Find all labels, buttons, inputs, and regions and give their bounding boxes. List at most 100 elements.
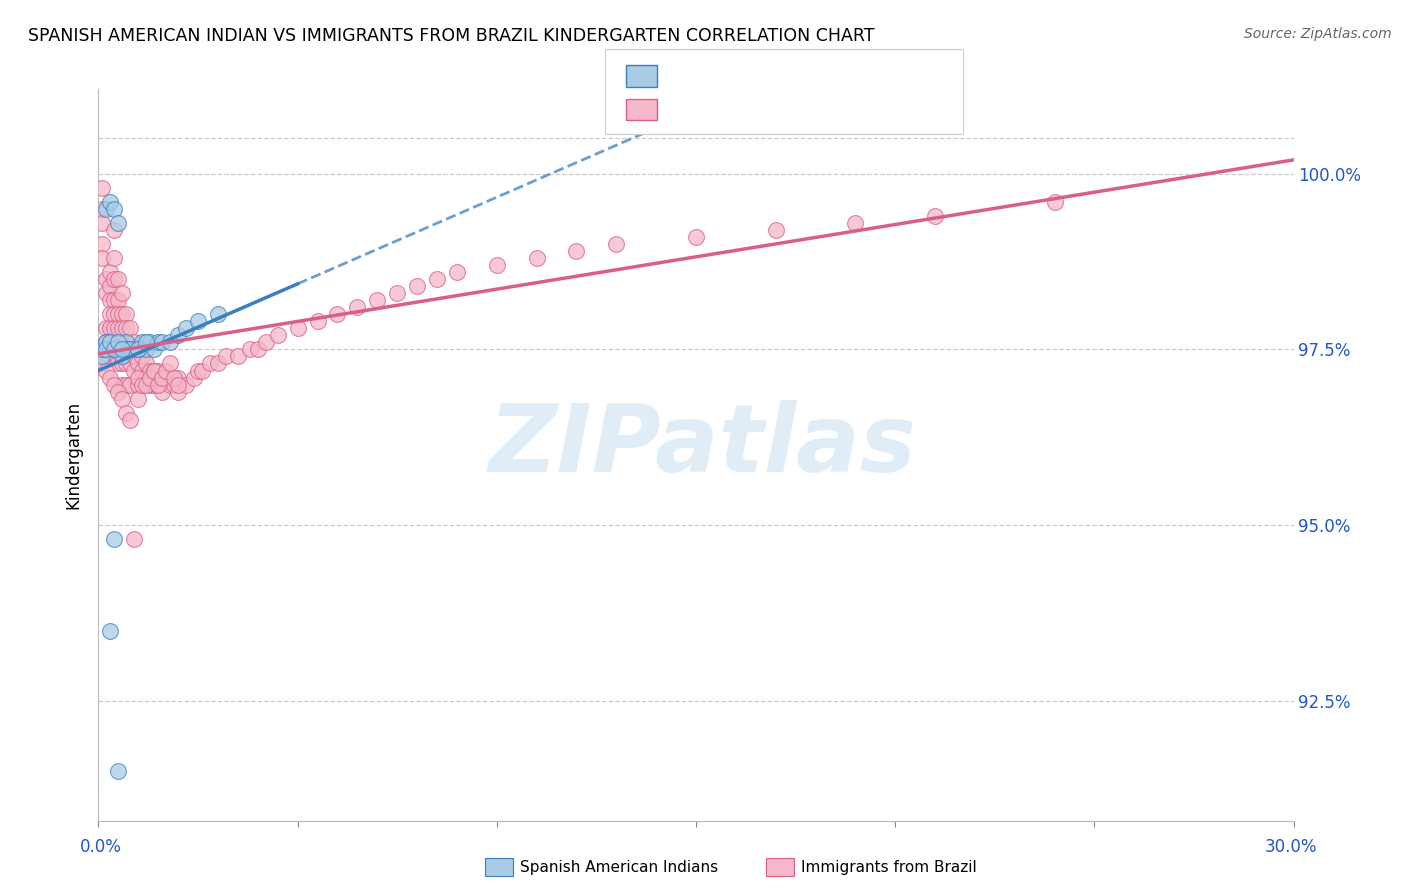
Point	[100, 307, 122, 321]
Point	[287, 321, 309, 335]
Point	[115, 343, 138, 357]
Point	[107, 335, 129, 350]
Point	[131, 350, 153, 364]
Point	[406, 279, 429, 293]
Point	[167, 384, 190, 399]
Text: Spanish American Indians: Spanish American Indians	[520, 860, 718, 874]
Point	[187, 314, 209, 328]
Point	[96, 321, 118, 335]
Point	[91, 357, 114, 371]
Point	[96, 286, 118, 301]
Text: R =  0.122   N = 120: R = 0.122 N = 120	[665, 101, 852, 119]
Point	[207, 307, 229, 321]
Point	[135, 370, 157, 384]
Point	[346, 300, 368, 314]
Point	[127, 357, 149, 371]
Point	[100, 335, 122, 350]
Point	[107, 384, 129, 399]
Point	[307, 314, 329, 328]
Point	[115, 357, 138, 371]
Point	[139, 363, 162, 377]
Point	[103, 343, 125, 357]
Point	[127, 377, 149, 392]
Point	[187, 363, 209, 377]
Point	[91, 251, 114, 265]
Text: ZIPatlas: ZIPatlas	[489, 400, 917, 492]
Point	[159, 335, 181, 350]
Point	[155, 363, 177, 377]
Point	[111, 343, 134, 357]
Point	[124, 350, 146, 364]
Point	[100, 335, 122, 350]
Point	[115, 377, 138, 392]
Point	[124, 363, 146, 377]
Point	[111, 392, 134, 406]
Point	[143, 343, 166, 357]
Point	[111, 321, 134, 335]
Point	[107, 357, 129, 371]
Point	[246, 343, 269, 357]
Text: Immigrants from Brazil: Immigrants from Brazil	[801, 860, 977, 874]
Y-axis label: Kindergarten: Kindergarten	[65, 401, 83, 509]
Point	[127, 392, 149, 406]
Point	[135, 377, 157, 392]
Point	[526, 251, 548, 265]
Point	[103, 533, 125, 547]
Point	[120, 343, 142, 357]
Point	[115, 343, 138, 357]
Point	[120, 343, 142, 357]
Point	[100, 293, 122, 308]
Point	[139, 370, 162, 384]
Point	[124, 533, 146, 547]
Point	[100, 370, 122, 384]
Point	[485, 258, 508, 272]
Point	[111, 377, 134, 392]
Text: 0.0%: 0.0%	[80, 838, 122, 855]
Point	[103, 343, 125, 357]
Point	[107, 321, 129, 335]
Point	[131, 363, 153, 377]
Point	[226, 350, 249, 364]
Point	[91, 216, 114, 230]
Point	[107, 307, 129, 321]
Point	[120, 357, 142, 371]
Point	[124, 335, 146, 350]
Point	[120, 343, 142, 357]
Point	[103, 307, 125, 321]
Point	[96, 350, 118, 364]
Point	[159, 377, 181, 392]
Point	[120, 377, 142, 392]
Point	[131, 377, 153, 392]
Point	[91, 202, 114, 216]
Point	[91, 180, 114, 194]
Point	[91, 343, 114, 357]
Point	[143, 377, 166, 392]
Point	[139, 377, 162, 392]
Point	[111, 357, 134, 371]
Point	[215, 350, 238, 364]
Text: 30.0%: 30.0%	[1264, 838, 1317, 855]
Point	[155, 370, 177, 384]
Point	[107, 272, 129, 286]
Point	[103, 377, 125, 392]
Point	[127, 343, 149, 357]
Point	[366, 293, 388, 308]
Point	[103, 251, 125, 265]
Point	[107, 293, 129, 308]
Point	[148, 377, 170, 392]
Point	[96, 363, 118, 377]
Point	[100, 279, 122, 293]
Point	[150, 335, 173, 350]
Point	[254, 335, 277, 350]
Point	[96, 335, 118, 350]
Point	[91, 236, 114, 251]
Point	[131, 335, 153, 350]
Point	[103, 272, 125, 286]
Point	[96, 343, 118, 357]
Point	[426, 272, 449, 286]
Point	[100, 350, 122, 364]
Point	[765, 223, 787, 237]
Point	[127, 343, 149, 357]
Point	[127, 343, 149, 357]
Point	[111, 343, 134, 357]
